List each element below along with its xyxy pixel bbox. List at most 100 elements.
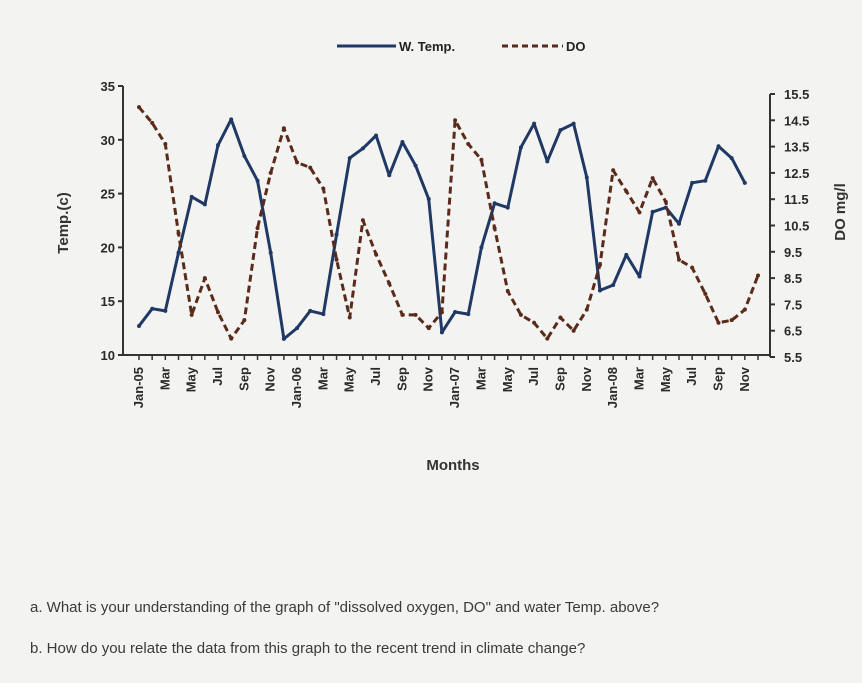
data-point (360, 146, 365, 151)
data-point (216, 310, 221, 315)
x-tick-label: May (342, 366, 357, 392)
y-axis-left-label: Temp.(c) (55, 192, 72, 253)
x-tick-label: Jan-07 (447, 367, 462, 408)
data-point (439, 330, 444, 335)
data-point (189, 312, 194, 317)
data-point (137, 323, 141, 328)
y-right-tick-label: 5.5 (784, 350, 802, 365)
data-point (308, 308, 313, 313)
x-tick-label: Sep (710, 367, 725, 391)
data-point (505, 289, 510, 294)
legend: W. Temp. DO (337, 39, 586, 54)
data-point (308, 165, 313, 170)
data-point (426, 196, 431, 201)
series-layer (137, 105, 760, 341)
data-point (663, 205, 668, 210)
data-point (255, 178, 260, 183)
data-point (716, 320, 721, 325)
data-point (558, 315, 563, 320)
y-left-tick-label: 15 (101, 294, 115, 309)
data-point (611, 283, 616, 288)
y-right-tick-label: 6.5 (784, 324, 802, 339)
x-tick-label: Mar (315, 367, 330, 390)
data-point (505, 205, 510, 210)
data-point (400, 139, 405, 144)
data-point (439, 310, 444, 315)
data-point (216, 143, 221, 148)
data-point (756, 273, 760, 278)
data-point (479, 245, 484, 250)
data-point (676, 221, 681, 226)
data-point (321, 312, 326, 317)
data-point (650, 176, 655, 181)
data-point (202, 202, 207, 207)
data-point (426, 326, 431, 331)
y-right-tick-label: 14.5 (784, 113, 809, 128)
data-point (150, 120, 155, 125)
data-point (571, 328, 576, 333)
y-axis-right-label: DO mg/l (832, 183, 849, 241)
x-tick-label: Nov (579, 366, 594, 391)
x-tick-label: Nov (263, 366, 278, 391)
data-point (334, 232, 339, 237)
x-tick-label: Sep (552, 367, 567, 391)
data-point (676, 257, 681, 262)
data-point (242, 153, 247, 158)
data-point (545, 159, 550, 164)
data-point (321, 186, 326, 191)
data-point (545, 336, 550, 341)
data-point (413, 312, 418, 317)
data-point (229, 117, 234, 122)
data-point (742, 307, 747, 312)
data-point (690, 265, 695, 270)
data-point (281, 126, 286, 131)
data-point (453, 118, 458, 123)
data-point (729, 156, 734, 161)
data-point (518, 312, 523, 317)
y-left-tick-label: 20 (101, 240, 115, 255)
x-tick-label: Nov (737, 366, 752, 391)
x-tick-label: Mar (631, 367, 646, 390)
data-point (374, 252, 379, 257)
x-tick-label: Jul (368, 367, 383, 386)
y-right-tick-label: 7.5 (784, 297, 802, 312)
data-point (611, 168, 616, 173)
data-point (650, 209, 655, 214)
data-point (242, 318, 247, 323)
data-point (229, 336, 234, 341)
data-point (268, 170, 273, 175)
y-right-tick-label: 13.5 (784, 140, 809, 155)
x-tick-label: Sep (236, 367, 251, 391)
data-point (387, 173, 392, 178)
x-tick-label: May (184, 366, 199, 392)
data-point (202, 276, 207, 281)
x-axis-label: Months (426, 457, 479, 474)
x-tick-label: Jul (684, 367, 699, 386)
data-point (374, 133, 379, 138)
data-point (163, 141, 168, 146)
axes: 35 30 25 20 15 10 15.5 14.5 13.5 12.5 11.5 10.5 9.5 8… (101, 79, 810, 408)
data-point (492, 201, 497, 206)
data-point (584, 307, 589, 312)
data-point (400, 312, 405, 317)
data-point (690, 180, 695, 185)
data-point (532, 121, 537, 126)
legend-wtemp-label: W. Temp. (399, 39, 455, 54)
data-point (597, 288, 602, 293)
series-line-wtemp (137, 117, 747, 341)
y-left-tick-label: 35 (101, 79, 115, 94)
data-point (347, 156, 352, 161)
data-point (703, 178, 708, 183)
x-tick-label: May (658, 366, 673, 392)
data-point (703, 291, 708, 296)
data-point (479, 157, 484, 162)
data-point (492, 226, 497, 231)
data-point (597, 262, 602, 267)
data-point (137, 105, 141, 110)
data-point (571, 121, 576, 126)
data-point (176, 231, 181, 236)
data-point (360, 218, 365, 223)
data-point (716, 144, 721, 149)
data-point (295, 160, 300, 165)
